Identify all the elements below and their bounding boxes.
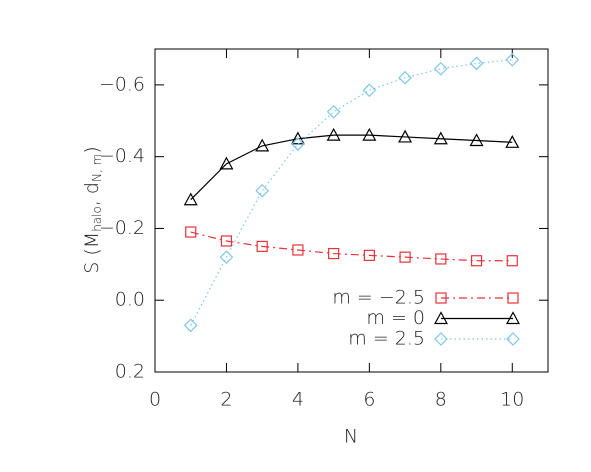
data-point	[219, 156, 234, 170]
data-point	[470, 255, 483, 267]
x-tick-label: 4	[292, 389, 304, 411]
legend-marker	[506, 332, 520, 346]
y-label-sub: halo	[90, 206, 104, 232]
legend-marker	[507, 292, 519, 304]
data-point	[505, 52, 520, 67]
y-label-sub: N, m	[90, 154, 104, 182]
x-axis-label: N	[344, 426, 358, 448]
legend-marker	[434, 332, 448, 346]
data-point	[398, 129, 413, 143]
y-label-part: , d	[81, 182, 103, 206]
y-tick-label: −0.4	[99, 145, 145, 167]
y-tick-label: −0.6	[99, 73, 145, 95]
data-point	[362, 127, 377, 141]
data-point	[363, 249, 375, 261]
data-point	[506, 255, 518, 267]
data-point	[326, 104, 341, 119]
data-point	[362, 83, 377, 98]
series-line	[190, 59, 513, 326]
data-point	[398, 70, 412, 85]
data-point	[255, 138, 270, 152]
data-point	[433, 61, 448, 76]
series-line	[190, 231, 513, 262]
data-point	[255, 183, 270, 198]
data-point	[290, 131, 305, 145]
data-point	[183, 318, 198, 333]
data-point	[505, 135, 520, 148]
data-point	[469, 133, 484, 147]
y-tick-label: −0.2	[99, 217, 145, 239]
series-line	[190, 134, 513, 201]
data-point	[435, 253, 447, 265]
x-tick-label: 10	[500, 389, 524, 411]
data-point	[185, 226, 197, 238]
data-point	[219, 250, 234, 265]
legend-marker	[435, 292, 447, 304]
y-axis-label: S (Mhalo, dN, m)	[81, 146, 104, 273]
legend-marker	[433, 311, 449, 325]
x-tick-label: 6	[363, 389, 375, 411]
legend-marker	[505, 311, 521, 325]
data-point	[183, 192, 198, 206]
legend-label: m = 0	[366, 307, 425, 329]
data-point	[256, 240, 268, 252]
data-point	[399, 251, 411, 263]
legend-label: m = 2.5	[348, 328, 425, 350]
data-point	[326, 127, 341, 141]
data-point	[433, 131, 448, 145]
x-tick-label: 8	[435, 389, 447, 411]
y-label-part: )	[81, 146, 103, 153]
data-point	[469, 56, 484, 71]
x-tick-label: 2	[220, 389, 232, 411]
data-point	[292, 244, 304, 256]
data-point	[328, 247, 340, 260]
y-tick-label: 0.2	[115, 361, 145, 383]
x-tick-label: 0	[149, 389, 161, 411]
data-point	[291, 137, 305, 151]
y-tick-label: 0.0	[115, 289, 145, 311]
legend-label: m = −2.5	[332, 287, 425, 309]
plot-frame	[154, 48, 549, 373]
data-point	[220, 235, 233, 247]
y-label-part: S (M	[81, 232, 103, 274]
